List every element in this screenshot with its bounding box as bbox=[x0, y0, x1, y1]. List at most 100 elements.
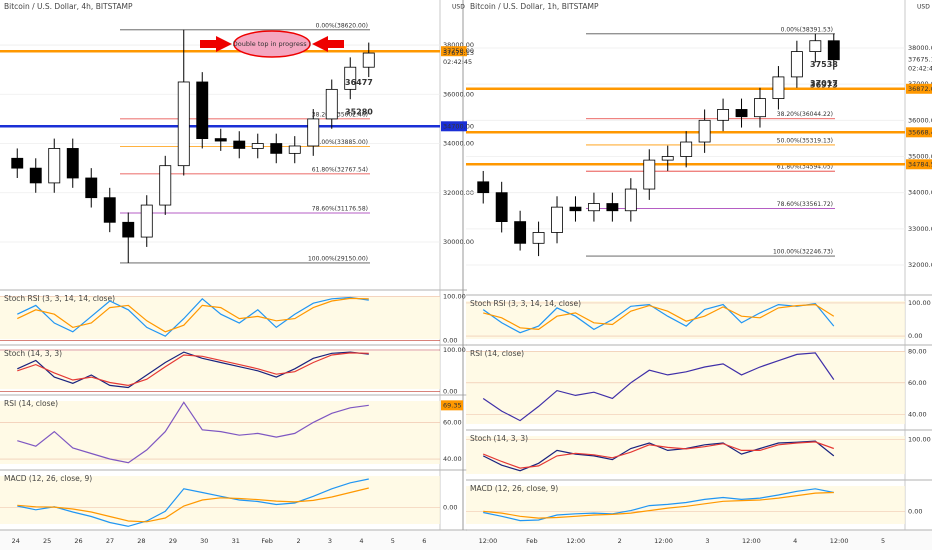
y-tick-label: 60.00 bbox=[908, 379, 927, 387]
candle-body bbox=[717, 109, 730, 121]
candle-body bbox=[85, 177, 98, 199]
x-tick-label: 25 bbox=[43, 537, 51, 545]
candle-body bbox=[251, 143, 264, 149]
indicator-line bbox=[483, 491, 834, 519]
candle-body bbox=[270, 143, 283, 154]
x-tick-label: 29 bbox=[169, 537, 177, 545]
indicator-line bbox=[17, 352, 369, 387]
pane-title: Stoch (14, 3, 3) bbox=[4, 349, 62, 358]
candle-body bbox=[288, 145, 301, 154]
countdown: 02:42:45 bbox=[443, 58, 472, 66]
candle-body bbox=[827, 40, 840, 61]
x-tick-label: 30 bbox=[200, 537, 208, 545]
y-tick-label: 34000.00 bbox=[908, 189, 932, 197]
y-tick-label: 60.00 bbox=[443, 418, 462, 426]
candle-body bbox=[196, 81, 209, 139]
y-tick-label: 32000.00 bbox=[443, 189, 474, 197]
y-tick-label: 0.00 bbox=[443, 337, 457, 345]
level-box bbox=[906, 127, 932, 138]
fib-label: 100.00%(29150.00) bbox=[308, 255, 368, 262]
y-tick-label: 34000.00 bbox=[443, 140, 474, 148]
indicator-line bbox=[483, 488, 834, 522]
y-tick-label: 38000.00 bbox=[908, 44, 932, 52]
candle-body bbox=[122, 221, 135, 238]
y-tick-label: 0.00 bbox=[443, 504, 457, 512]
price-label: 36477 bbox=[345, 78, 373, 87]
x-tick-label: 12:00 bbox=[566, 537, 585, 545]
fib-label: 50.00%(33885.00) bbox=[312, 139, 368, 146]
pane-title: MACD (12, 26, close, 9) bbox=[4, 474, 92, 483]
price-label: 37538 bbox=[810, 60, 838, 69]
countdown: 02:42:45 bbox=[908, 65, 932, 73]
candle-body bbox=[532, 232, 545, 244]
pane-title: RSI (14, close) bbox=[4, 399, 58, 408]
candle-body bbox=[11, 157, 24, 169]
x-tick-label: Feb bbox=[261, 537, 273, 545]
y-tick-label: 100.00 bbox=[443, 346, 466, 354]
indicator-line bbox=[482, 441, 835, 469]
candle-body bbox=[477, 181, 490, 194]
pane-band bbox=[466, 301, 905, 339]
pane-title: Stoch (14, 3, 3) bbox=[470, 434, 528, 443]
candle-body bbox=[661, 156, 674, 161]
level-label: 35668.46 bbox=[908, 128, 932, 136]
fib-label: 0.00%(38620.00) bbox=[316, 22, 368, 29]
indicator-line bbox=[482, 352, 835, 422]
y-tick-label: 0.00 bbox=[908, 332, 922, 340]
last-box bbox=[441, 400, 463, 411]
x-tick-label: 3 bbox=[705, 537, 709, 545]
x-tick-label: 3 bbox=[328, 537, 332, 545]
annotation: Double top in progress ! bbox=[233, 40, 312, 48]
x-tick-label: 4 bbox=[793, 537, 797, 545]
candle-body bbox=[325, 88, 338, 120]
fib-label: 78.60%(31176.58) bbox=[312, 206, 368, 213]
x-tick-label: 5 bbox=[391, 537, 395, 545]
indicator-line bbox=[482, 302, 835, 334]
fib-label: 78.60%(33561.72) bbox=[777, 201, 833, 208]
axis-unit: USD bbox=[452, 4, 465, 11]
x-tick-label: 12:00 bbox=[742, 537, 761, 545]
pane-band bbox=[0, 401, 440, 464]
pane-band bbox=[466, 351, 905, 424]
candle-body bbox=[140, 204, 153, 238]
candle-body bbox=[569, 206, 582, 212]
pane-band bbox=[466, 436, 905, 474]
candle-body bbox=[606, 203, 619, 212]
price-label: 37017 bbox=[810, 79, 838, 88]
level-box bbox=[441, 46, 467, 57]
indicator-line bbox=[17, 487, 369, 523]
y-tick-label: 38000.00 bbox=[443, 41, 474, 49]
arrow-right bbox=[312, 36, 344, 52]
x-tick-label: 6 bbox=[422, 537, 426, 545]
candle-body bbox=[495, 192, 508, 223]
candle-body bbox=[809, 40, 822, 52]
candle-body bbox=[177, 81, 190, 167]
x-tick-label: 2 bbox=[618, 537, 622, 545]
x-tick-label: 5 bbox=[881, 537, 885, 545]
y-tick-label: 32000.00 bbox=[908, 261, 932, 269]
y-tick-label: 100.00 bbox=[908, 435, 931, 443]
y-tick-label: 30000.00 bbox=[443, 238, 474, 246]
candle-body bbox=[66, 148, 79, 179]
last-price: 37675.13 bbox=[443, 49, 474, 57]
pane-title: RSI (14, close) bbox=[470, 349, 524, 358]
annotation-bubble bbox=[233, 30, 311, 58]
arrow-left bbox=[200, 36, 232, 52]
candle-body bbox=[790, 51, 803, 78]
candle-body bbox=[103, 197, 116, 223]
y-tick-label: 40.00 bbox=[443, 455, 462, 463]
y-tick-label: 80.00 bbox=[908, 347, 927, 355]
candle-body bbox=[587, 203, 600, 212]
candle-body bbox=[698, 119, 711, 143]
level-box bbox=[906, 159, 932, 170]
level-box bbox=[441, 121, 467, 132]
y-tick-label: 100.00 bbox=[443, 293, 466, 301]
fib-label: 0.00%(38391.53) bbox=[781, 26, 833, 33]
pane-title: MACD (12, 26, close, 9) bbox=[470, 484, 558, 493]
x-tick-label: 28 bbox=[137, 537, 145, 545]
fib-label: 38.20%(36044.22) bbox=[777, 111, 833, 118]
x-tick-label: 12:00 bbox=[830, 537, 849, 545]
chart-title: Bitcoin / U.S. Dollar, 1h, BITSTAMP bbox=[470, 2, 599, 11]
y-tick-label: 0.00 bbox=[908, 507, 922, 515]
pane-title: Stoch RSI (3, 3, 14, 14, close) bbox=[4, 294, 115, 303]
